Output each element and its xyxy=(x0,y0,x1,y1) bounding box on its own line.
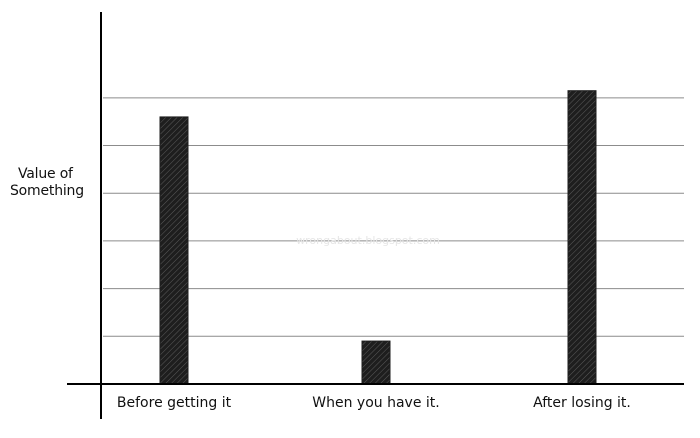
category-labels: Before getting it When you have it. After … xyxy=(117,395,631,411)
watermark-text: wrongabout.blogspot.com xyxy=(296,234,440,247)
category-label-3: After losing it. xyxy=(533,395,631,411)
bars xyxy=(159,90,597,385)
gridlines xyxy=(103,97,684,337)
y-axis-label-line-2: Something xyxy=(10,183,84,199)
y-axis-label: Value of Something xyxy=(10,166,96,200)
y-axis-label-line-1: Value of xyxy=(18,166,73,182)
bar-3 xyxy=(567,90,597,385)
category-label-2: When you have it. xyxy=(312,395,439,411)
bar-2 xyxy=(361,340,391,385)
bar-1 xyxy=(159,116,189,385)
axes xyxy=(67,12,684,419)
category-label-1: Before getting it xyxy=(117,395,232,411)
